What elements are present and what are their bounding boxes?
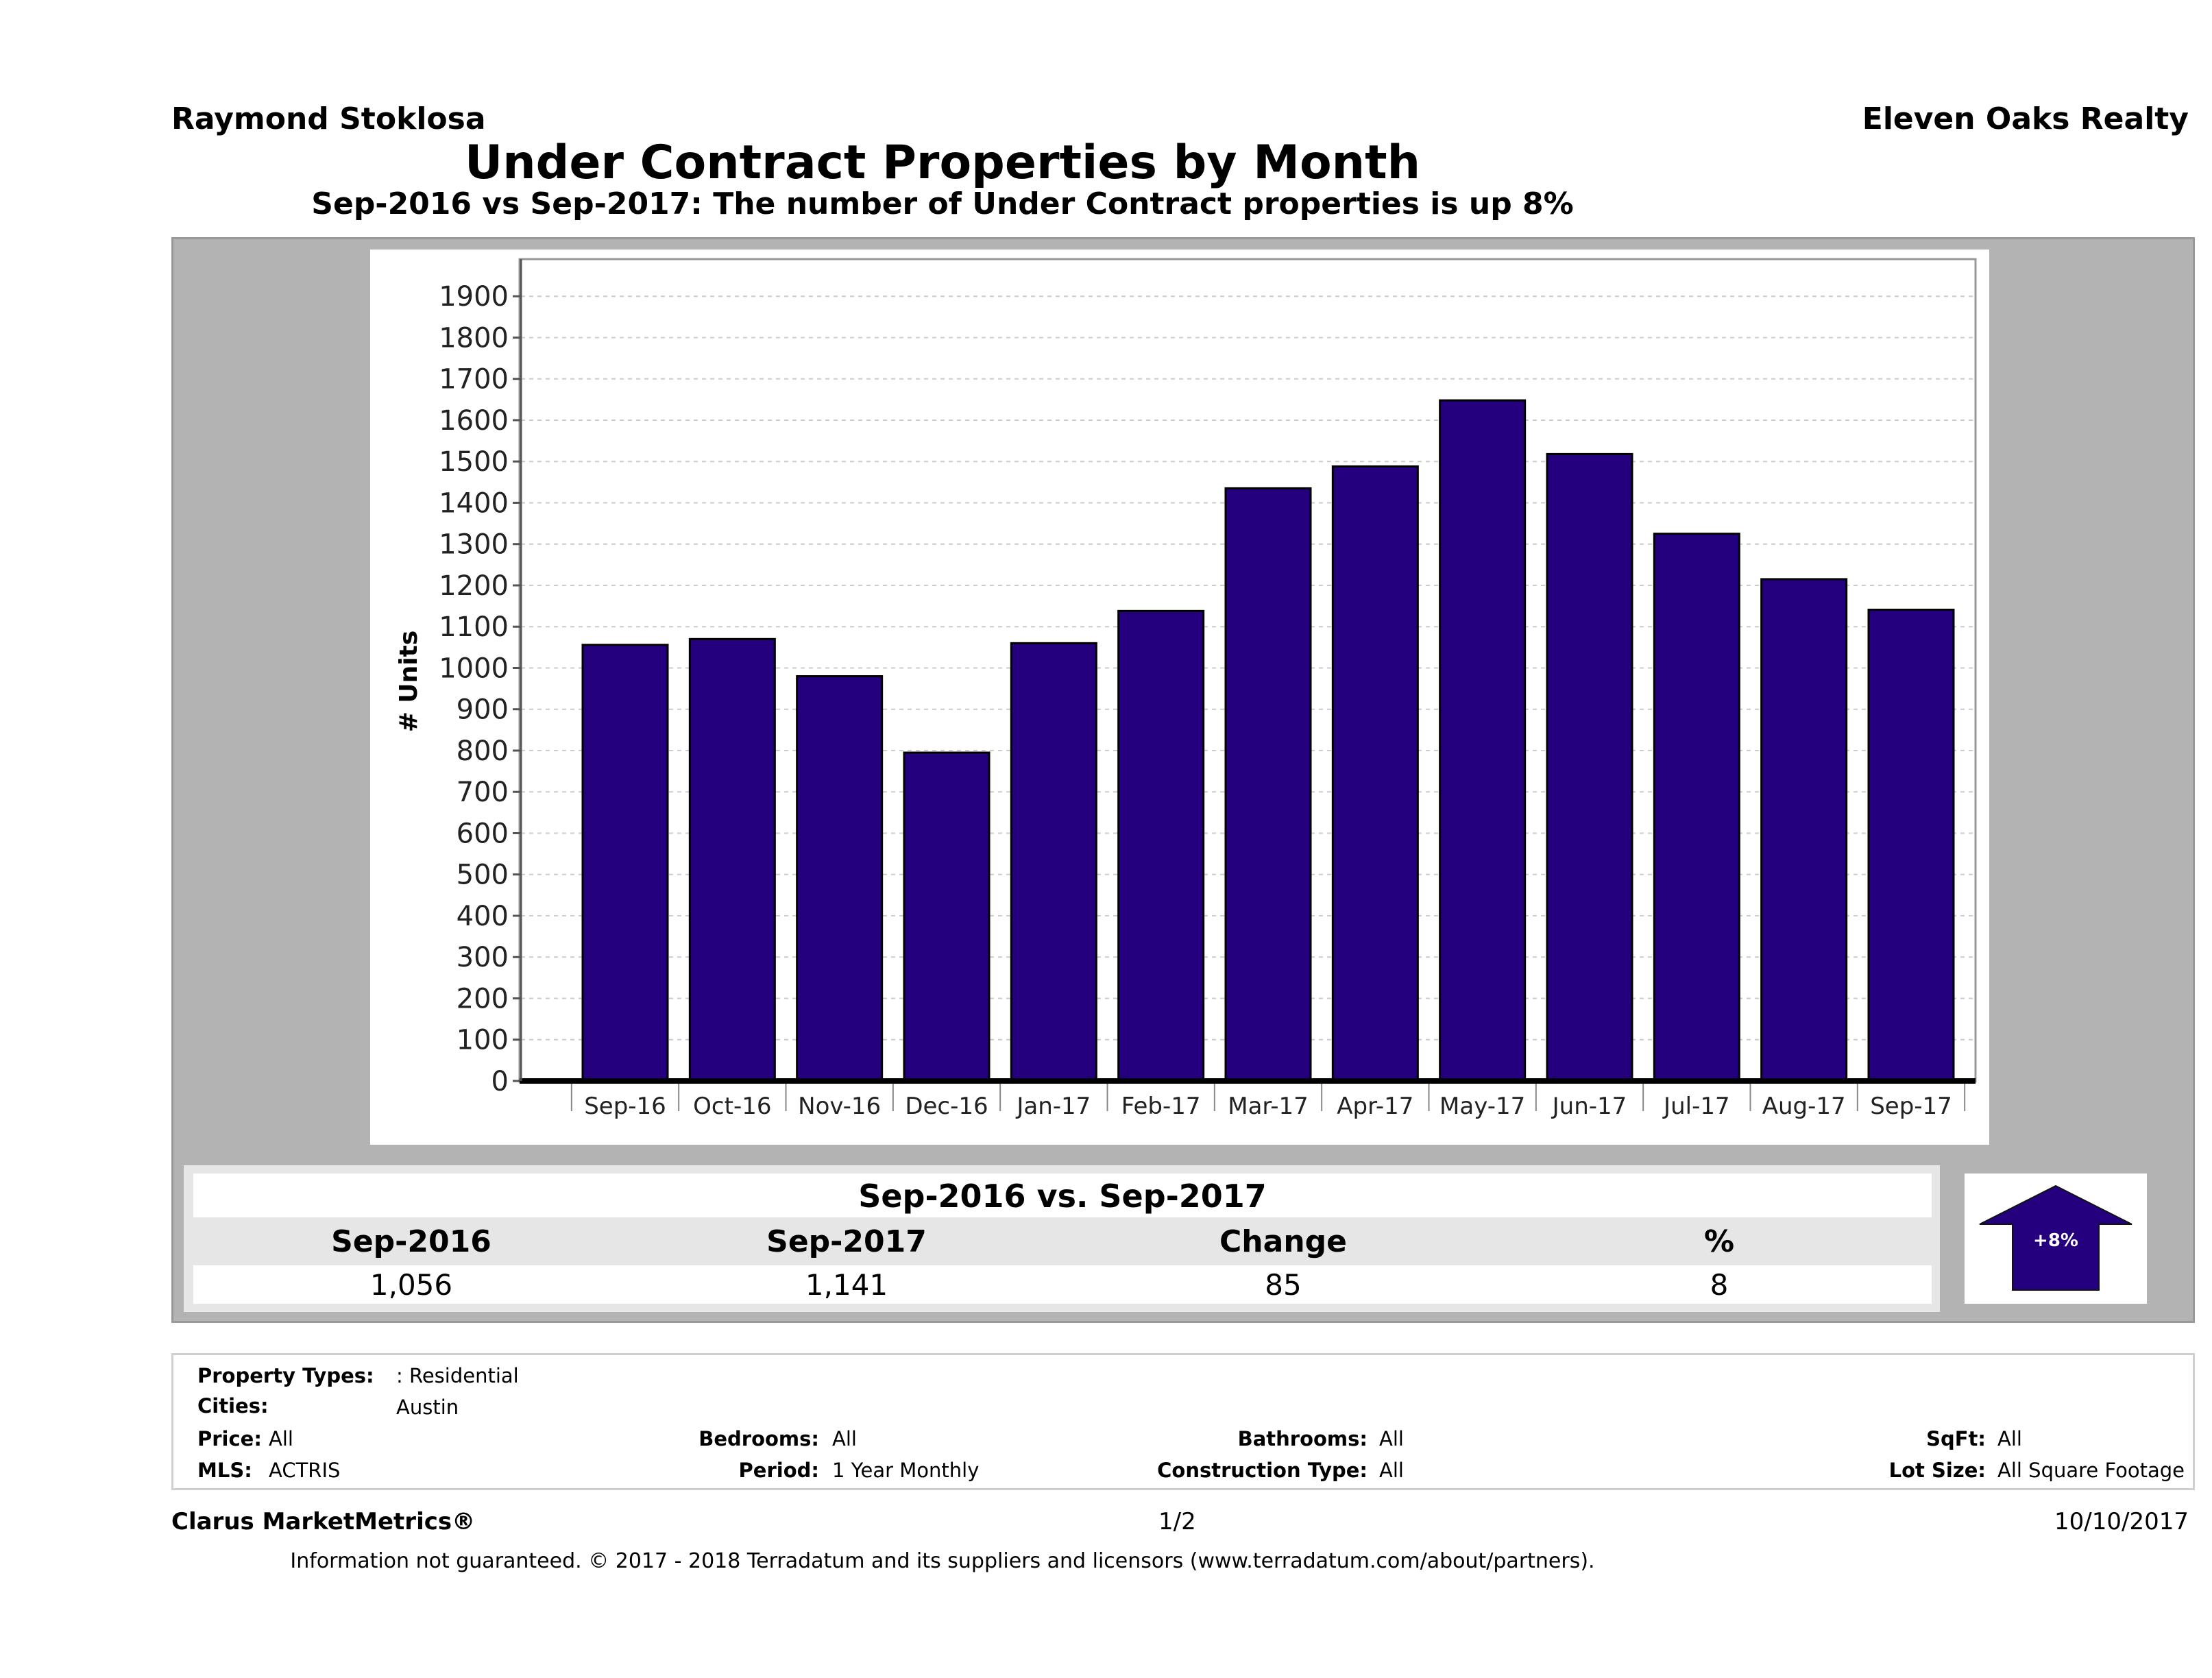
comparison-header-sep2016: Sep-2016 — [331, 1224, 491, 1259]
bar-feb-17 — [1117, 609, 1205, 1082]
y-tick-label: 900 — [457, 694, 509, 726]
comparison-value-sep2017: 1,141 — [805, 1268, 888, 1302]
comparison-values-bg — [193, 1265, 1932, 1304]
x-tick-label: Sep-16 — [584, 1093, 666, 1120]
y-tick-label: 1700 — [439, 364, 509, 396]
x-tick-label: Jan-17 — [1015, 1093, 1091, 1120]
y-tick-label: 400 — [457, 901, 509, 932]
x-tick-label: Apr-17 — [1337, 1093, 1413, 1120]
x-tick-label: Sep-17 — [1870, 1093, 1952, 1120]
bar-apr-17 — [1331, 465, 1419, 1082]
y-tick-label: 200 — [457, 983, 509, 1014]
y-tick-label: 1100 — [439, 611, 509, 643]
comparison-header-percent: % — [1703, 1224, 1735, 1259]
company-name: Eleven Oaks Realty — [1862, 101, 2189, 136]
comparison-title-bg — [193, 1174, 1932, 1217]
bar-mar-17 — [1224, 487, 1312, 1082]
lot-size-label: Lot Size: — [1888, 1459, 1986, 1482]
filters-panel — [171, 1353, 2195, 1490]
y-axis-label: # Units — [395, 631, 423, 733]
y-tick-label: 1200 — [439, 570, 509, 602]
bar-nov-16 — [796, 675, 884, 1082]
comparison-value-change: 85 — [1265, 1268, 1302, 1302]
property-types-label: Property Types: — [197, 1364, 374, 1387]
y-tick-label: 1800 — [439, 322, 509, 354]
bathrooms-value: All — [1379, 1427, 1404, 1450]
bedrooms-value: All — [832, 1427, 857, 1450]
y-tick-label: 800 — [457, 735, 509, 767]
agent-name: Raymond Stoklosa — [171, 101, 486, 136]
x-tick-label: Nov-16 — [798, 1093, 881, 1120]
y-tick-label: 0 — [491, 1066, 509, 1097]
bar-sep-17 — [1867, 609, 1955, 1082]
chart-title: Under Contract Properties by Month — [465, 136, 1420, 190]
disclaimer: Information not guaranteed. © 2017 - 201… — [290, 1549, 1595, 1573]
bar-jan-17 — [1010, 642, 1097, 1082]
mls-label: MLS: — [197, 1459, 252, 1482]
y-tick-label: 1600 — [439, 405, 509, 437]
footer-brand: Clarus MarketMetrics® — [171, 1508, 476, 1535]
cities-label: Cities: — [197, 1394, 269, 1418]
period-value: 1 Year Monthly — [832, 1459, 980, 1482]
sqft-label: SqFt: — [1926, 1427, 1986, 1450]
bathrooms-label: Bathrooms: — [1237, 1427, 1368, 1450]
y-tick-label: 1500 — [439, 446, 509, 478]
y-tick-label: 1300 — [439, 529, 509, 561]
property-types-value: : Residential — [396, 1364, 519, 1387]
y-tick-label: 100 — [457, 1025, 509, 1056]
sqft-value: All — [1997, 1427, 2022, 1450]
up-arrow-icon: +8% — [1979, 1184, 2132, 1291]
bedrooms-label: Bedrooms: — [698, 1427, 819, 1450]
y-tick-label: 300 — [457, 942, 509, 973]
y-tick-label: 500 — [457, 860, 509, 891]
report-date: 10/10/2017 — [2054, 1508, 2189, 1535]
period-label: Period: — [738, 1459, 819, 1482]
x-tick-label: Oct-16 — [693, 1093, 771, 1120]
comparison-title: Sep-2016 vs. Sep-2017 — [858, 1178, 1267, 1215]
bar-jun-17 — [1546, 452, 1633, 1082]
y-tick-label: 600 — [457, 818, 509, 849]
mls-value: ACTRIS — [269, 1459, 341, 1482]
price-value: All — [269, 1427, 293, 1450]
y-tick-label: 700 — [457, 777, 509, 808]
comparison-header-sep2017: Sep-2017 — [766, 1224, 927, 1259]
bar-chart: 0 100 200 300 400 500 600 700 800 900 1000 1100 1200… — [370, 250, 1989, 1145]
bar-sep-16 — [581, 644, 669, 1082]
lot-size-value: All Square Footage — [1997, 1459, 2185, 1482]
bar-aug-17 — [1760, 578, 1848, 1082]
bar-oct-16 — [688, 637, 776, 1082]
trend-indicator: +8% — [1965, 1174, 2147, 1304]
x-tick-label: Feb-17 — [1121, 1093, 1201, 1120]
bar-jul-17 — [1653, 533, 1740, 1082]
cities-value: Austin — [396, 1396, 459, 1419]
comparison-value-sep2016: 1,056 — [369, 1268, 453, 1302]
x-tick-label: May-17 — [1439, 1093, 1525, 1120]
x-tick-label: Dec-16 — [905, 1093, 988, 1120]
comparison-value-percent: 8 — [1710, 1268, 1729, 1302]
construction-type-value: All — [1379, 1459, 1404, 1482]
x-tick-label: Jul-17 — [1662, 1093, 1730, 1120]
comparison-header-change: Change — [1219, 1224, 1347, 1259]
bar-may-17 — [1439, 399, 1527, 1082]
x-tick-label: Aug-17 — [1762, 1093, 1846, 1120]
price-label: Price: — [197, 1427, 262, 1450]
bar-dec-16 — [903, 751, 990, 1082]
y-tick-label: 1000 — [439, 653, 509, 684]
y-tick-label: 1900 — [439, 281, 509, 313]
x-tick-label: Jun-17 — [1551, 1093, 1627, 1120]
construction-type-label: Construction Type: — [1157, 1459, 1368, 1482]
x-tick-label: Mar-17 — [1228, 1093, 1309, 1120]
trend-percent-label: +8% — [2033, 1230, 2078, 1251]
y-tick-label: 1400 — [439, 487, 509, 519]
page-number: 1/2 — [1158, 1508, 1196, 1535]
chart-subtitle: Sep-2016 vs Sep-2017: The number of Unde… — [311, 186, 1574, 221]
